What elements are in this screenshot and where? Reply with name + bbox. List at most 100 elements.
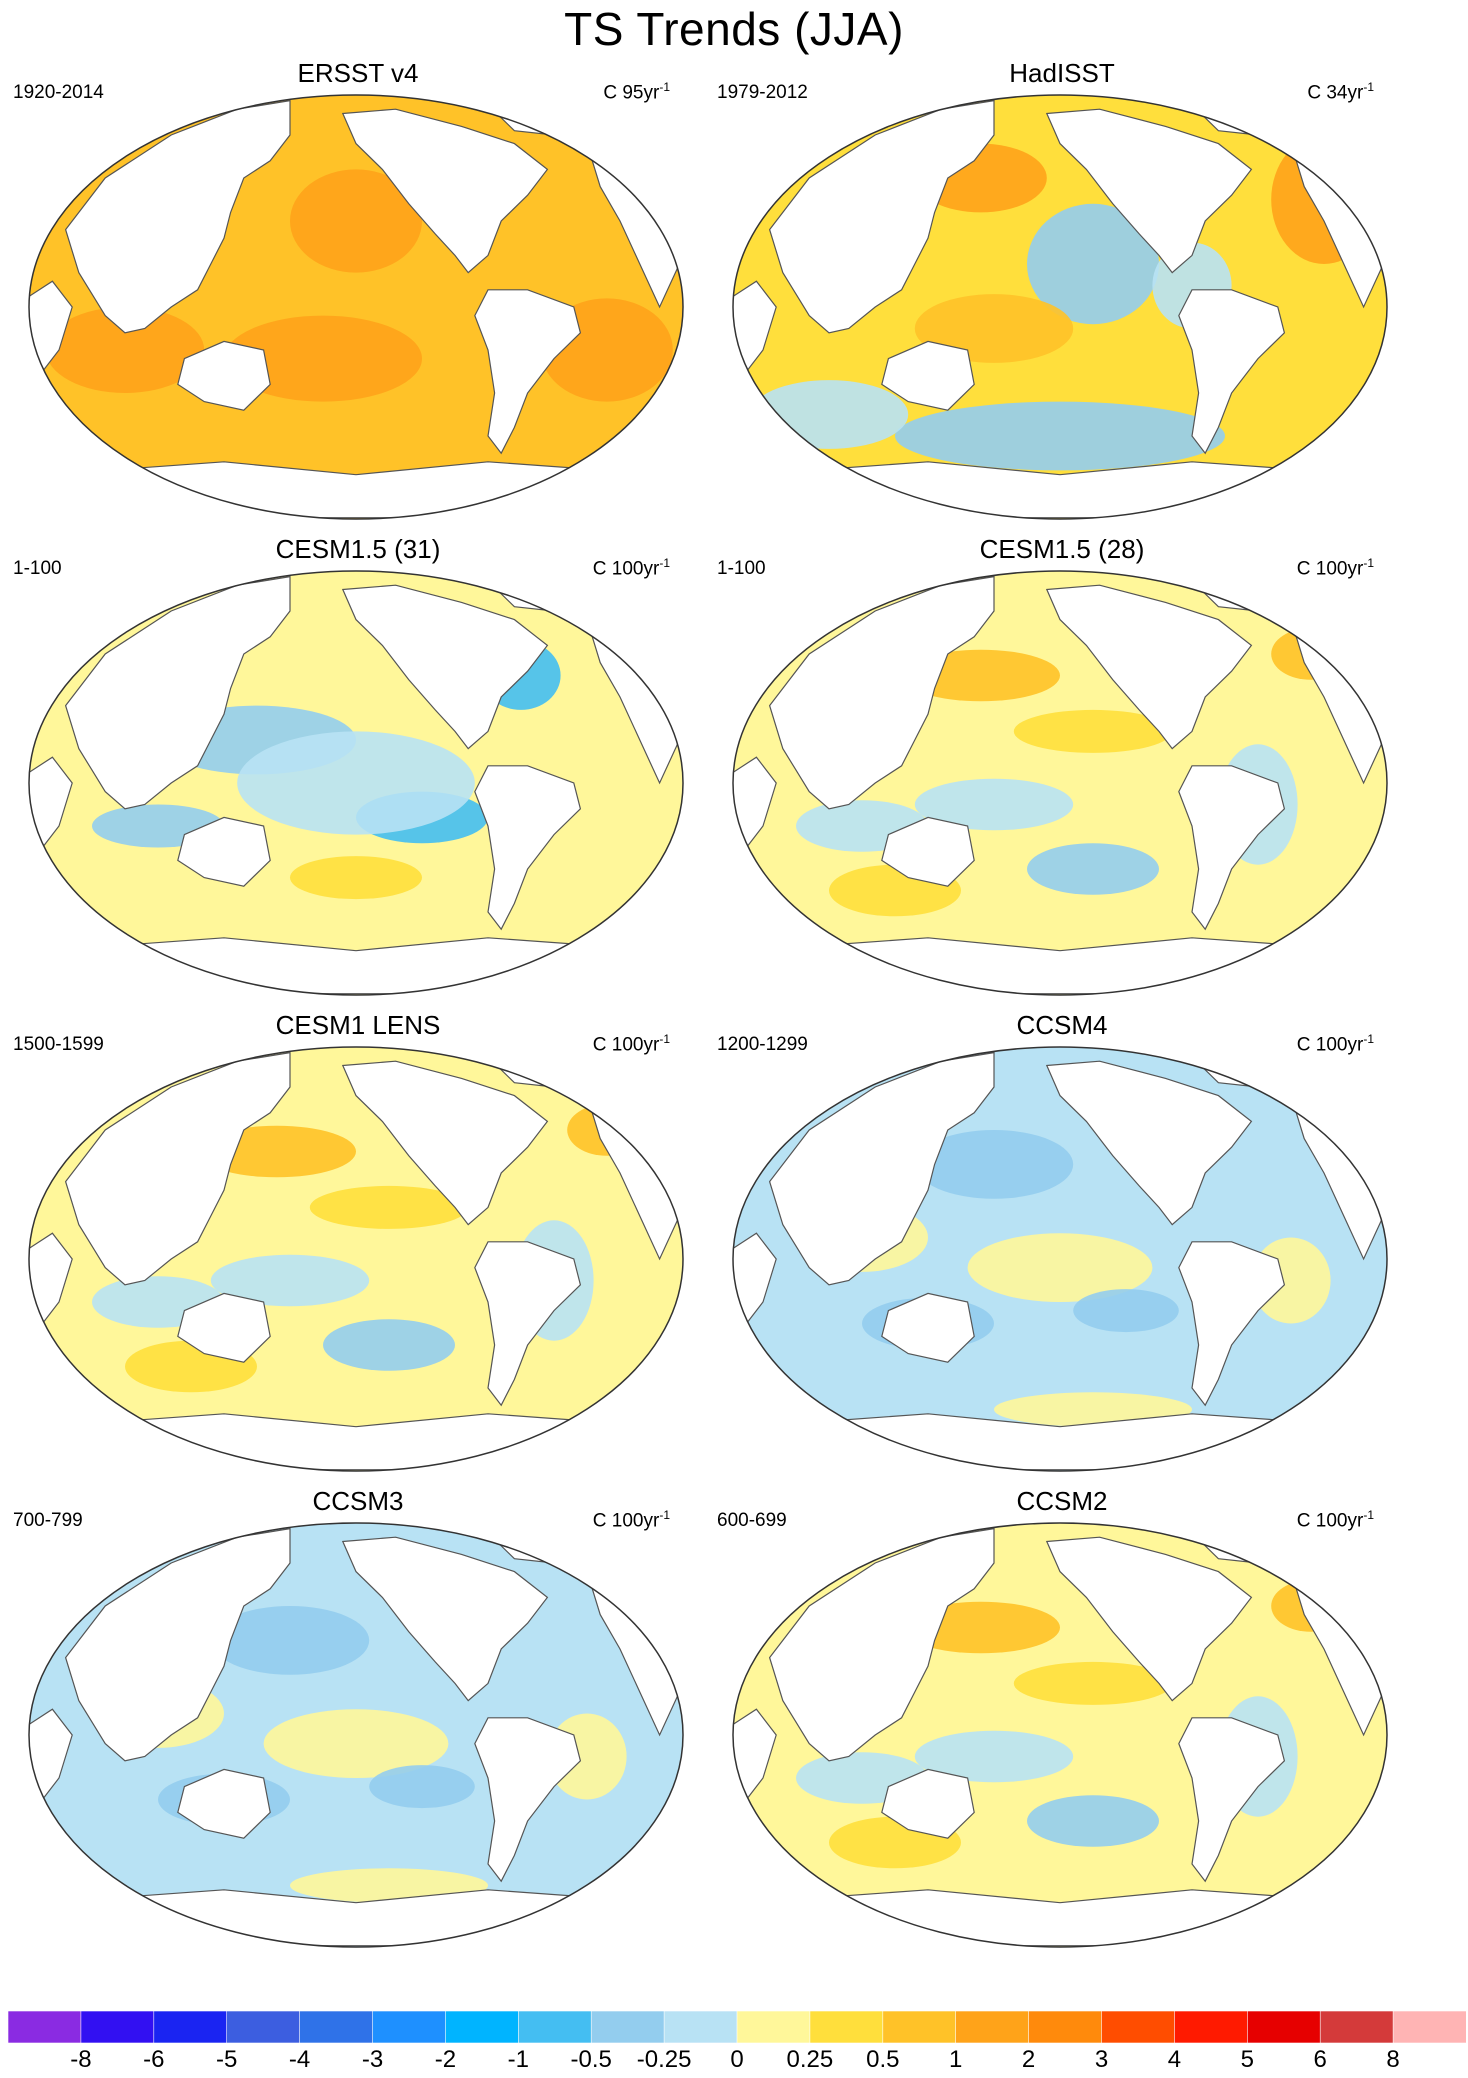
- trend-anomaly-region: [1027, 1795, 1159, 1847]
- land-mass: [341, 1060, 549, 1226]
- trend-anomaly-region: [210, 1606, 370, 1675]
- trend-anomaly-region: [967, 1233, 1153, 1302]
- land-mass: [768, 1051, 995, 1286]
- land-mass: [1178, 1241, 1286, 1407]
- panel-title: CCSM3: [312, 1486, 404, 1516]
- colorbar-swatch: [8, 2011, 82, 2043]
- land-mass: [474, 765, 582, 931]
- land-mass: [29, 280, 73, 377]
- colorbar-swatch: [80, 2011, 155, 2043]
- period-label: 1920-2014: [13, 82, 104, 103]
- trend-anomaly-region: [914, 1130, 1074, 1199]
- colorbar-swatch: [955, 2011, 1030, 2043]
- colorbar-tick-label: -8: [70, 2046, 92, 2073]
- colorbar-tick-label: 6: [1313, 2046, 1327, 2073]
- units-label: C 95yr-1: [603, 80, 670, 104]
- trend-anomaly-region: [263, 1709, 449, 1778]
- colorbar-swatch: [882, 2011, 957, 2043]
- land-mass: [768, 99, 995, 334]
- trend-anomaly-region: [290, 856, 422, 900]
- colorbar-tick-label: -4: [288, 2046, 311, 2073]
- colorbar: [8, 2011, 1466, 2043]
- trend-anomaly-region: [224, 315, 422, 402]
- trend-anomaly-region: [45, 307, 205, 393]
- map-panel: CESM1 LENS 1500-1599 C 100yr-1: [8, 1010, 708, 1480]
- land-mass: [1045, 584, 1253, 750]
- land-mass: [474, 1717, 582, 1883]
- land-mass: [474, 1241, 582, 1407]
- map-border: [732, 570, 1388, 996]
- land-mass: [474, 289, 582, 455]
- trend-map: [732, 570, 1388, 996]
- map-border: [28, 570, 684, 996]
- colorbar-tick-label: -6: [143, 2046, 165, 2073]
- panel-title: CCSM2: [1016, 1486, 1108, 1516]
- land-mass: [29, 756, 73, 853]
- land-mass: [177, 340, 271, 411]
- map-border: [28, 1522, 684, 1948]
- land-mass: [881, 340, 975, 411]
- trend-map: [732, 1046, 1388, 1472]
- panel-title: CESM1.5 (28): [979, 534, 1145, 564]
- colorbar-tick-label: 5: [1240, 2046, 1254, 2073]
- map-border: [732, 1046, 1388, 1472]
- colorbar-tick-label: -2: [434, 2046, 457, 2073]
- land-mass: [881, 816, 975, 887]
- colorbar-swatch: [1247, 2011, 1322, 2043]
- colorbar-swatch: [1101, 2011, 1176, 2043]
- trend-anomaly-region: [749, 380, 909, 449]
- map-border: [28, 94, 684, 520]
- land-mass: [1045, 108, 1253, 274]
- land-mass: [341, 584, 549, 750]
- colorbar-tick-label: 4: [1167, 2046, 1182, 2073]
- trend-anomaly-region: [309, 1185, 469, 1229]
- trend-anomaly-region: [210, 1254, 370, 1307]
- colorbar-labels: -8 -6 -5 -4 -3 -2 -1 -0.5 -0.25 0 0.25 0.5 1 2 3 4 5 6 8: [8, 2046, 1466, 2078]
- units-label: C 100yr-1: [1296, 1032, 1374, 1056]
- land-mass: [1045, 1536, 1253, 1702]
- colorbar-tick-label: 1: [949, 2046, 963, 2073]
- colorbar-swatch: [590, 2011, 665, 2043]
- colorbar-swatch: [153, 2011, 228, 2043]
- land-mass: [64, 1527, 291, 1762]
- period-label: 1-100: [717, 558, 766, 579]
- colorbar-swatches: [8, 2011, 1466, 2043]
- colorbar-swatch: [809, 2011, 884, 2043]
- period-label: 600-699: [717, 1510, 787, 1531]
- colorbar-tick-label: -1: [507, 2046, 529, 2073]
- trend-anomaly-region: [237, 731, 475, 835]
- trend-map: [28, 1522, 684, 1948]
- trend-anomaly-region: [914, 1730, 1074, 1783]
- land-mass: [768, 575, 995, 810]
- map-border: [732, 94, 1388, 520]
- panel-title: ERSST v4: [297, 58, 419, 88]
- period-label: 1200-1299: [717, 1034, 808, 1055]
- land-mass: [29, 1708, 73, 1805]
- colorbar-swatch: [1028, 2011, 1103, 2043]
- period-label: 700-799: [13, 1510, 83, 1531]
- colorbar-swatch: [517, 2011, 592, 2043]
- units-label: C 100yr-1: [1296, 556, 1374, 580]
- land-mass: [1178, 289, 1286, 455]
- period-label: 1500-1599: [13, 1034, 104, 1055]
- period-label: 1979-2012: [717, 82, 808, 103]
- period-label: 1-100: [13, 558, 62, 579]
- colorbar-tick-label: 0.5: [866, 2046, 900, 2073]
- land-mass: [64, 99, 291, 334]
- trend-map: [732, 94, 1388, 520]
- trend-map: [732, 1522, 1388, 1948]
- colorbar-swatch: [1174, 2011, 1249, 2043]
- land-mass: [341, 108, 549, 274]
- figure-title: TS Trends (JJA): [564, 3, 904, 55]
- map-panel: ERSST v4 1920-2014 C 95yr-1: [8, 58, 708, 528]
- trend-anomaly-region: [290, 169, 422, 273]
- colorbar-tick-label: -0.25: [636, 2046, 692, 2073]
- trend-anomaly-region: [1013, 709, 1173, 753]
- land-mass: [881, 1768, 975, 1839]
- colorbar-tick-label: 0.25: [786, 2046, 834, 2073]
- trend-map: [28, 1046, 684, 1472]
- trend-anomaly-region: [914, 778, 1074, 831]
- land-mass: [733, 280, 777, 377]
- colorbar-swatch: [663, 2011, 738, 2043]
- land-mass: [733, 756, 777, 853]
